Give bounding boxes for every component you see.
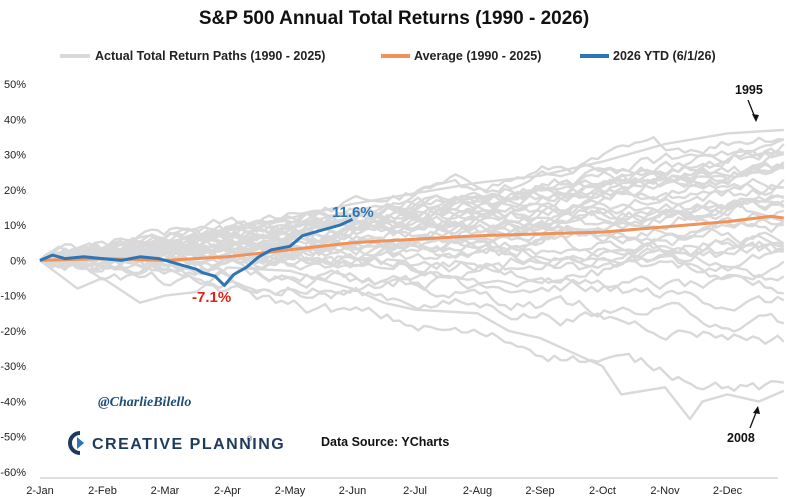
x-tick-label: 2-Feb — [88, 485, 117, 497]
return-path — [39, 259, 785, 312]
x-tick-label: 2-Mar — [151, 485, 180, 497]
x-tick-label: 2-Oct — [589, 485, 616, 497]
return-path — [39, 161, 785, 266]
x-tick-label: 2-Nov — [650, 485, 680, 497]
legend-label-paths: Actual Total Return Paths (1990 - 2025) — [95, 49, 325, 63]
annotation-2008: 2008 — [727, 406, 760, 445]
legend-item-ytd: 2026 YTD (6/1/26) — [580, 49, 716, 63]
chart-title: S&P 500 Annual Total Returns (1990 - 202… — [199, 8, 589, 29]
ytd-low-label: -7.1% — [192, 289, 231, 306]
annotation-2008-label: 2008 — [727, 431, 755, 445]
x-axis: 2-Jan 2-Feb 2-Mar 2-Apr 2-May 2-Jun 2-Jul 2-Aug… — [26, 485, 742, 497]
average-line — [39, 214, 785, 262]
y-tick-label: -40% — [0, 396, 26, 408]
ytd-line — [39, 218, 354, 287]
x-tick-label: 2-Apr — [214, 485, 241, 497]
y-tick-label: 30% — [4, 150, 26, 162]
y-tick-label: 40% — [4, 114, 26, 126]
annotation-1995-arrowhead — [752, 114, 759, 122]
x-tick-label: 2-Jan — [26, 485, 54, 497]
y-tick-label: -60% — [0, 467, 26, 479]
brand-name: CREATIVE PLANNING — [92, 436, 285, 453]
data-source: Data Source: YCharts — [321, 435, 449, 449]
author-handle: @CharlieBilello — [98, 395, 191, 410]
return-path-2008 — [39, 259, 785, 421]
y-tick-label: 10% — [4, 220, 26, 232]
y-tick-label: -20% — [0, 326, 26, 338]
return-path — [39, 163, 784, 262]
brand-trademark: ® — [247, 435, 253, 443]
logo-mark-icon — [68, 431, 84, 455]
y-axis: 50% 40% 30% 20% 10% 0% -10% -20% -30% -40% -50% -60… — [0, 79, 26, 479]
annotation-1995: 1995 — [735, 83, 763, 122]
annotation-2008-arrowhead — [753, 406, 760, 414]
y-tick-label: 50% — [4, 79, 26, 91]
legend-label-ytd: 2026 YTD (6/1/26) — [613, 49, 716, 63]
historical-paths — [39, 128, 785, 421]
return-path — [39, 250, 785, 285]
y-tick-label: -10% — [0, 291, 26, 303]
legend-item-average: Average (1990 - 2025) — [381, 49, 541, 63]
average-layer — [39, 214, 785, 262]
x-tick-label: 2-Jul — [403, 485, 427, 497]
ytd-layer — [39, 218, 354, 287]
return-path — [39, 259, 784, 392]
legend-item-paths: Actual Total Return Paths (1990 - 2025) — [60, 49, 325, 63]
y-tick-label: -30% — [0, 361, 26, 373]
x-tick-label: 2-Aug — [463, 485, 492, 497]
return-path — [39, 165, 785, 264]
x-tick-label: 2-Sep — [525, 485, 554, 497]
return-path — [39, 258, 785, 333]
x-tick-label: 2-Jun — [339, 485, 367, 497]
legend: Actual Total Return Paths (1990 - 2025) … — [60, 49, 716, 63]
return-path-1995 — [39, 128, 784, 262]
ytd-high-label: 11.6% — [332, 204, 374, 221]
return-path — [39, 194, 784, 262]
legend-label-average: Average (1990 - 2025) — [414, 49, 541, 63]
y-tick-label: 0% — [10, 255, 26, 267]
creative-planning-logo: CREATIVE PLANNING ® — [68, 431, 285, 455]
x-tick-label: 2-Dec — [713, 485, 743, 497]
y-tick-label: 20% — [4, 185, 26, 197]
return-path — [39, 197, 785, 264]
x-tick-label: 2-May — [275, 485, 306, 497]
return-path — [39, 183, 784, 264]
y-tick-label: -50% — [0, 432, 26, 444]
annotation-1995-label: 1995 — [735, 83, 763, 97]
